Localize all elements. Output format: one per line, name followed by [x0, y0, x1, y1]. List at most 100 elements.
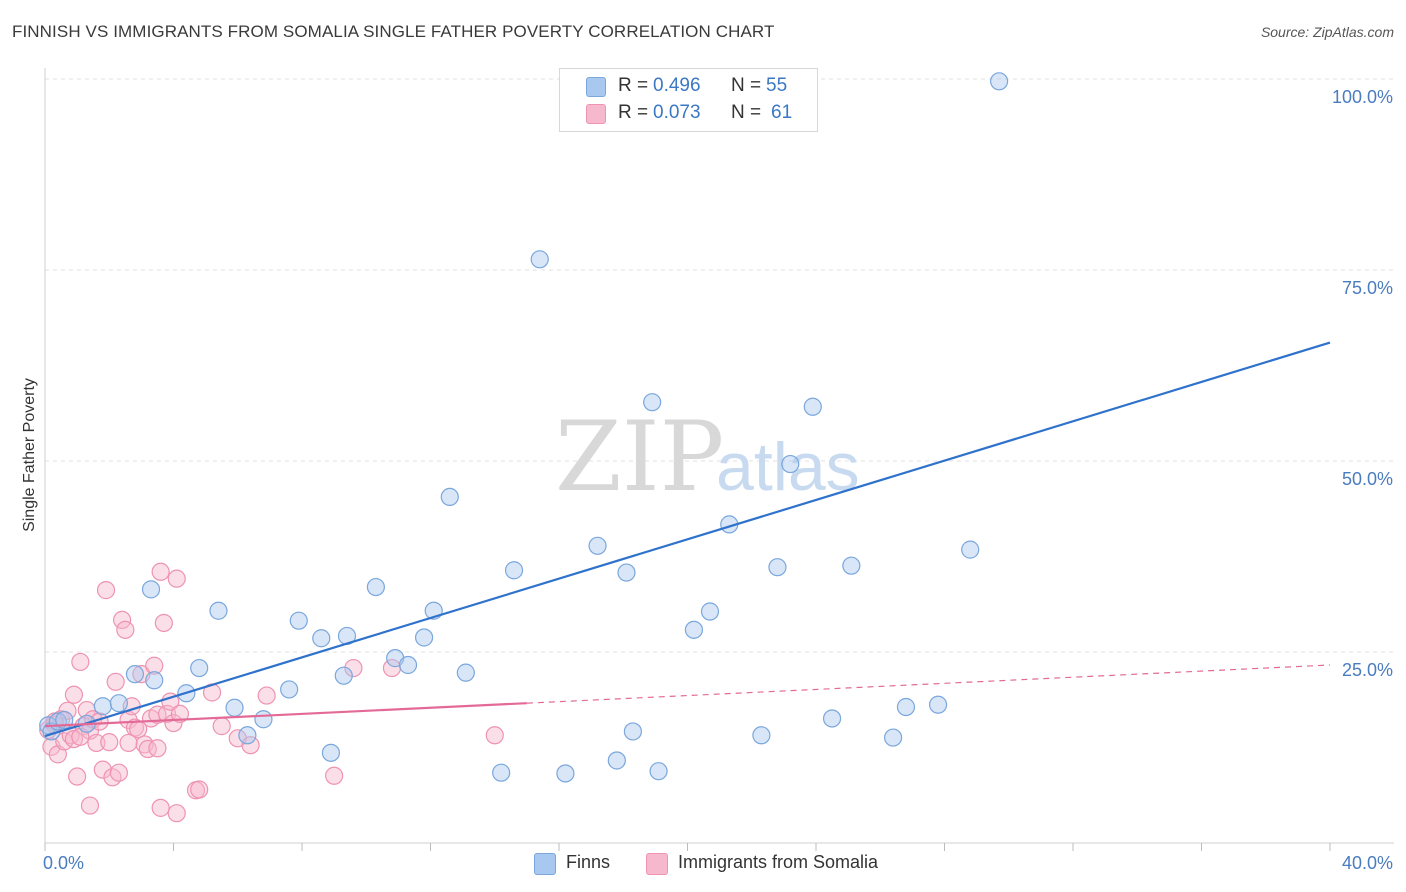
trend-lines [44, 341, 1331, 738]
point-finns[interactable] [280, 680, 299, 699]
point-finns[interactable] [883, 728, 903, 747]
watermark-zip: ZIP [555, 401, 724, 513]
legend-n-value-finns: 55 [766, 75, 788, 96]
point-finns[interactable] [398, 655, 418, 675]
y-tick-label: 75.0% [1342, 278, 1393, 298]
bottom-legend-swatch-somalia [646, 853, 668, 875]
point-finns[interactable] [414, 628, 434, 647]
point-finns[interactable] [768, 558, 787, 577]
point-finns[interactable] [366, 577, 385, 597]
point-somalia[interactable] [96, 581, 116, 600]
point-somalia[interactable] [68, 767, 87, 786]
point-finns[interactable] [588, 536, 607, 555]
point-finns[interactable] [321, 743, 341, 762]
y-axis-label: Single Father Poverty [21, 378, 38, 532]
point-somalia[interactable] [71, 652, 90, 672]
point-somalia[interactable] [154, 613, 173, 633]
point-somalia[interactable] [485, 726, 504, 745]
gridlines [45, 78, 1394, 653]
legend-r-value-finns: 0.496 [653, 75, 701, 96]
point-finns[interactable] [254, 710, 273, 729]
point-somalia[interactable] [116, 620, 135, 639]
x-ticks [44, 843, 1331, 851]
point-finns[interactable] [928, 695, 948, 714]
point-finns[interactable] [334, 666, 353, 685]
trend-line-finns [44, 341, 1331, 738]
chart-title: FINNISH VS IMMIGRANTS FROM SOMALIA SINGL… [12, 22, 775, 41]
y-tick-labels: 25.0% 50.0% 75.0% 100.0% [1332, 87, 1393, 680]
legend-n-label: N = [731, 102, 762, 123]
bottom-legend-swatch-finns [534, 853, 556, 875]
point-somalia[interactable] [64, 685, 84, 704]
point-finns[interactable] [492, 763, 511, 782]
point-finns[interactable] [93, 697, 112, 716]
point-finns[interactable] [842, 556, 861, 575]
point-somalia[interactable] [212, 717, 231, 736]
point-finns[interactable] [109, 694, 128, 713]
point-somalia[interactable] [148, 739, 167, 758]
point-finns[interactable] [209, 601, 228, 620]
point-somalia[interactable] [145, 656, 164, 675]
point-somalia[interactable] [119, 733, 138, 753]
legend-swatch-finns [586, 77, 606, 97]
y-tick-label: 25.0% [1342, 660, 1393, 680]
point-finns[interactable] [607, 751, 626, 770]
bottom-legend-label-somalia: Immigrants from Somalia [678, 852, 879, 872]
point-finns[interactable] [145, 671, 164, 690]
watermark: ZIP atlas [555, 401, 860, 513]
point-finns[interactable] [289, 611, 308, 630]
point-finns[interactable] [141, 580, 161, 599]
point-finns[interactable] [556, 764, 575, 783]
point-finns[interactable] [990, 72, 1009, 91]
legend-r-label: R = [618, 102, 649, 123]
y-tick-label: 100.0% [1332, 87, 1393, 107]
point-finns[interactable] [190, 658, 209, 678]
point-somalia[interactable] [80, 796, 100, 815]
point-somalia[interactable] [151, 798, 170, 817]
point-finns[interactable] [312, 629, 331, 648]
point-finns[interactable] [822, 709, 842, 728]
axes [44, 68, 1394, 844]
point-somalia[interactable] [167, 569, 186, 588]
point-somalia[interactable] [106, 672, 125, 691]
stats-legend: R = 0.496 N = 55 R = 0.073 N = 61 [559, 68, 818, 132]
point-finns[interactable] [440, 487, 459, 507]
point-somalia[interactable] [112, 610, 132, 630]
point-finns[interactable] [961, 540, 980, 559]
point-somalia[interactable] [170, 704, 190, 723]
point-somalia[interactable] [167, 804, 186, 823]
point-finns[interactable] [456, 663, 475, 682]
point-somalia[interactable] [241, 736, 260, 755]
point-somalia[interactable] [151, 562, 170, 581]
point-finns[interactable] [617, 563, 636, 582]
point-finns[interactable] [752, 726, 771, 745]
watermark-atlas: atlas [716, 429, 860, 505]
point-finns[interactable] [803, 397, 822, 416]
point-finns[interactable] [700, 602, 720, 621]
point-finns[interactable] [684, 620, 704, 639]
legend-r-value-somalia: 0.073 [653, 102, 701, 123]
trend-line-somalia [44, 702, 527, 728]
point-finns[interactable] [623, 722, 642, 741]
point-somalia[interactable] [257, 686, 276, 705]
point-finns[interactable] [896, 697, 916, 717]
point-somalia[interactable] [100, 733, 119, 752]
point-somalia[interactable] [87, 733, 106, 753]
point-finns[interactable] [781, 454, 800, 474]
point-finns[interactable] [643, 393, 662, 412]
x-tick-label-max: 40.0% [1342, 853, 1393, 873]
point-somalia[interactable] [109, 763, 128, 782]
point-somalia[interactable] [325, 766, 344, 785]
point-finns[interactable] [504, 561, 524, 580]
point-finns[interactable] [238, 726, 257, 745]
point-finns[interactable] [125, 665, 145, 684]
point-somalia[interactable] [344, 658, 363, 678]
x-tick-label-min: 0.0% [43, 853, 84, 873]
point-finns[interactable] [225, 698, 244, 717]
point-somalia[interactable] [148, 705, 167, 724]
point-finns[interactable] [649, 762, 668, 781]
point-somalia[interactable] [138, 739, 157, 759]
point-finns[interactable] [530, 250, 549, 269]
y-tick-label: 50.0% [1342, 469, 1393, 489]
point-somalia[interactable] [190, 780, 209, 799]
